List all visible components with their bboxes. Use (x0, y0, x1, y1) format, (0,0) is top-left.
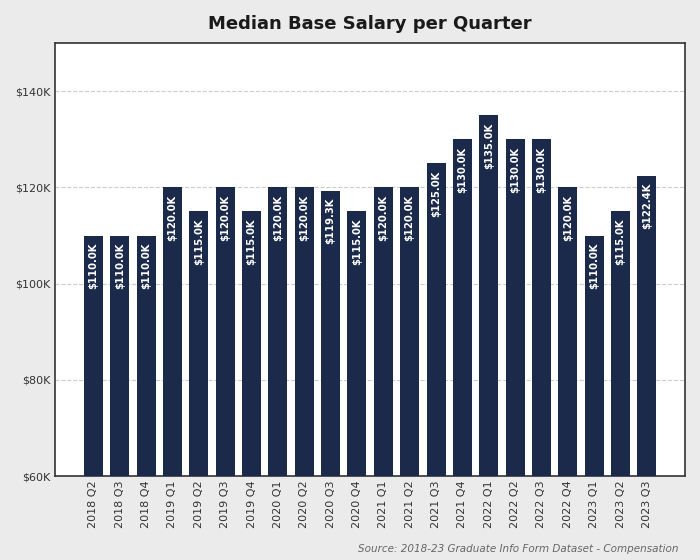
Bar (611, 212, 630, 560)
Text: $125.0K: $125.0K (431, 170, 441, 217)
Text: $115.0K: $115.0K (194, 218, 204, 265)
Bar (321, 191, 340, 560)
Bar (480, 115, 498, 560)
Bar (136, 236, 155, 560)
Bar (584, 236, 603, 560)
Bar (189, 212, 209, 560)
Bar (110, 236, 130, 560)
Bar (84, 236, 103, 560)
Text: $120.0K: $120.0K (167, 194, 177, 241)
Bar (400, 188, 419, 560)
Bar (559, 188, 578, 560)
Text: $130.0K: $130.0K (510, 146, 520, 193)
Text: $110.0K: $110.0K (141, 242, 151, 289)
Bar (268, 188, 288, 560)
Bar (216, 188, 234, 560)
Text: $120.0K: $120.0K (405, 194, 414, 241)
Text: $120.0K: $120.0K (563, 194, 573, 241)
Text: $120.0K: $120.0K (299, 194, 309, 241)
Text: $120.0K: $120.0K (378, 194, 388, 241)
Text: $122.4K: $122.4K (642, 183, 652, 230)
Bar (374, 188, 393, 560)
Text: $110.0K: $110.0K (589, 242, 599, 289)
Bar (638, 176, 657, 560)
Title: Median Base Salary per Quarter: Median Base Salary per Quarter (209, 15, 532, 33)
Text: $119.3K: $119.3K (326, 198, 335, 244)
Text: $120.0K: $120.0K (273, 194, 283, 241)
Text: Source: 2018-23 Graduate Info Form Dataset - Compensation: Source: 2018-23 Graduate Info Form Datas… (358, 544, 679, 554)
Text: $110.0K: $110.0K (88, 242, 99, 289)
Text: $130.0K: $130.0K (457, 146, 468, 193)
Text: $115.0K: $115.0K (246, 218, 256, 265)
Bar (532, 139, 551, 560)
Bar (163, 188, 182, 560)
Text: $115.0K: $115.0K (615, 218, 626, 265)
Bar (242, 212, 261, 560)
Bar (505, 139, 524, 560)
Text: $130.0K: $130.0K (536, 146, 547, 193)
Text: $110.0K: $110.0K (115, 242, 125, 289)
Bar (347, 212, 366, 560)
Text: $120.0K: $120.0K (220, 194, 230, 241)
Text: $115.0K: $115.0K (352, 218, 362, 265)
Text: $135.0K: $135.0K (484, 122, 494, 169)
Bar (426, 164, 445, 560)
Bar (453, 139, 472, 560)
Bar (295, 188, 314, 560)
